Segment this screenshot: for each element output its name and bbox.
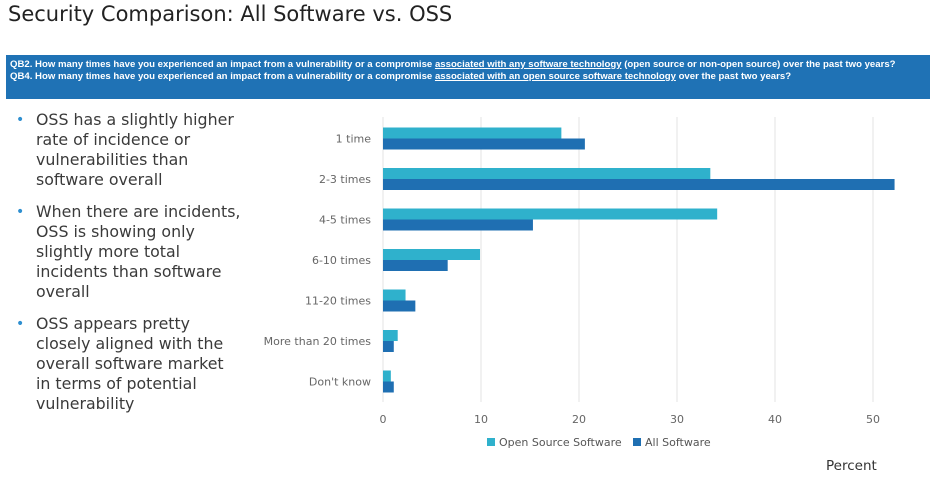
x-tick-label: 40 — [768, 413, 782, 426]
bar-all-software — [383, 341, 394, 352]
question-banner: QB2. How many times have you experienced… — [6, 55, 930, 99]
category-label: 1 time — [336, 133, 372, 146]
question-qb2-suffix: (open source or non-open source) over th… — [621, 59, 896, 70]
bar-all-software — [383, 219, 533, 231]
bar-oss — [383, 208, 718, 220]
question-qb2-emphasis: associated with any software technology — [434, 59, 622, 70]
legend-label-all: All Software — [645, 436, 711, 449]
chart-gridlines — [382, 117, 874, 402]
bar-oss — [383, 127, 562, 139]
bullet-item: • OSS has a slightly higher rate of incid… — [16, 110, 241, 190]
bar-oss — [383, 168, 711, 179]
x-tick-label: 10 — [474, 413, 488, 426]
question-qb4-prefix: QB4. How many times have you experienced… — [10, 71, 435, 82]
question-qb2: QB2. How many times have you experienced… — [10, 59, 926, 71]
bar-oss — [383, 249, 481, 260]
bullet-dot-icon: • — [16, 112, 25, 128]
x-tick-label: 20 — [572, 413, 586, 426]
question-qb2-prefix: QB2. How many times have you experienced… — [10, 59, 435, 70]
bullet-text: OSS has a slightly higher rate of incide… — [36, 110, 234, 189]
bar-all-software — [383, 138, 585, 150]
category-label: 6-10 times — [312, 254, 371, 267]
x-tick-label: 0 — [380, 413, 387, 426]
bullet-item: • OSS appears pretty closely aligned with… — [16, 314, 241, 414]
bar-all-software — [383, 300, 416, 312]
chart-legend: Open Source Software All Software — [487, 436, 711, 449]
bar-all-software — [383, 260, 448, 271]
bullet-list: • OSS has a slightly higher rate of incid… — [16, 110, 241, 426]
x-tick-label: 30 — [670, 413, 684, 426]
bar-all-software — [383, 381, 394, 393]
bullet-dot-icon: • — [16, 316, 25, 332]
chart-x-tick-labels: 0 10 20 30 40 50 — [380, 413, 881, 426]
question-qb4-emphasis: associated with an open source software … — [434, 71, 676, 82]
category-label: 4-5 times — [319, 214, 371, 227]
category-label: Don't know — [309, 376, 371, 389]
bullet-text: When there are incidents, OSS is showing… — [36, 202, 241, 301]
legend-swatch-all — [633, 438, 641, 446]
bullet-item: • When there are incidents, OSS is showin… — [16, 202, 241, 302]
chart-category-labels: 1 time 2-3 times 4-5 times 6-10 times 11-20 … — [264, 133, 372, 389]
x-axis-label: Percent — [826, 458, 877, 474]
bullet-dot-icon: • — [16, 204, 25, 220]
category-label: More than 20 times — [264, 335, 372, 348]
category-label: 2-3 times — [319, 173, 371, 186]
slide-title: Security Comparison: All Software vs. OS… — [8, 2, 453, 26]
legend-label-oss: Open Source Software — [499, 436, 622, 449]
bar-oss — [383, 370, 391, 382]
question-qb4: QB4. How many times have you experienced… — [10, 71, 926, 83]
bar-all-software — [383, 179, 895, 190]
category-label: 11-20 times — [305, 295, 371, 308]
bar-oss — [383, 289, 406, 301]
chart-bars — [383, 127, 895, 393]
question-qb4-suffix: over the past two years? — [675, 71, 792, 82]
legend-swatch-oss — [487, 438, 495, 446]
x-tick-label: 50 — [866, 413, 880, 426]
bullet-text: OSS appears pretty closely aligned with … — [36, 314, 224, 413]
bar-oss — [383, 330, 398, 341]
